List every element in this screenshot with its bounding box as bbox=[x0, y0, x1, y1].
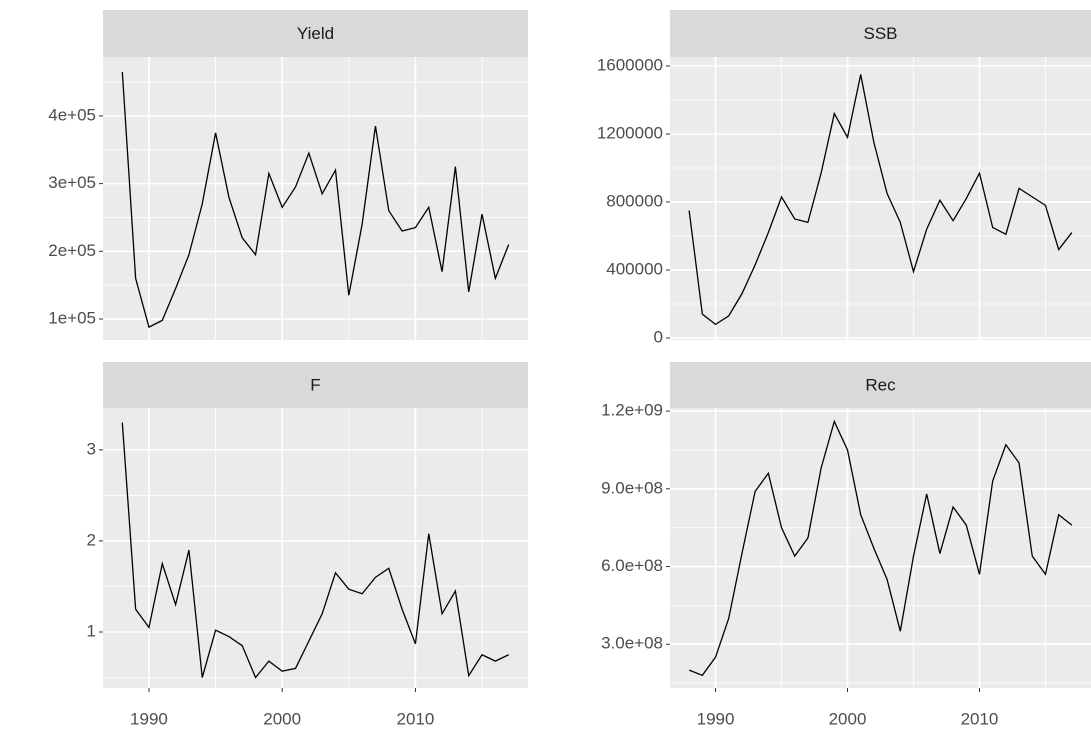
data-line bbox=[121, 422, 509, 679]
y-tick-label: 9.0e+08 bbox=[601, 478, 663, 497]
y-tick-label: 3 bbox=[87, 439, 96, 458]
y-tick-label: 3e+05 bbox=[48, 173, 96, 192]
x-tick-label: 1990 bbox=[130, 709, 168, 728]
strip-title: F bbox=[310, 375, 320, 394]
x-tick-label: 2000 bbox=[263, 709, 301, 728]
y-tick-label: 0 bbox=[654, 327, 663, 346]
y-tick-label: 2e+05 bbox=[48, 241, 96, 260]
y-tick-label: 6.0e+08 bbox=[601, 556, 663, 575]
data-line bbox=[688, 74, 1073, 326]
panel-background bbox=[670, 57, 1091, 340]
x-tick-label: 2000 bbox=[829, 709, 867, 728]
x-tick-label: 2010 bbox=[961, 709, 999, 728]
strip-title: Yield bbox=[297, 24, 334, 43]
x-tick-label: 1990 bbox=[697, 709, 735, 728]
y-tick-label: 1e+05 bbox=[48, 308, 96, 327]
strip-title: Rec bbox=[865, 375, 896, 394]
data-line bbox=[121, 71, 510, 329]
panel-background bbox=[103, 57, 528, 340]
strip bbox=[103, 10, 528, 57]
x-tick-label: 2010 bbox=[397, 709, 435, 728]
panel-background bbox=[670, 408, 1091, 688]
y-tick-label: 2 bbox=[87, 530, 96, 549]
y-tick-label: 1600000 bbox=[597, 55, 663, 74]
y-tick-label: 1.2e+09 bbox=[601, 401, 663, 420]
y-tick-label: 4e+05 bbox=[48, 105, 96, 124]
data-line bbox=[688, 419, 1073, 677]
y-tick-label: 1200000 bbox=[597, 123, 663, 142]
y-tick-label: 3.0e+08 bbox=[601, 634, 663, 653]
panel-background bbox=[103, 408, 528, 688]
strip bbox=[670, 362, 1091, 408]
strip bbox=[103, 362, 528, 408]
strip bbox=[670, 10, 1091, 57]
y-tick-label: 400000 bbox=[606, 259, 663, 278]
strip-title: SSB bbox=[863, 24, 897, 43]
y-tick-label: 1 bbox=[87, 621, 96, 640]
y-tick-label: 800000 bbox=[606, 191, 663, 210]
